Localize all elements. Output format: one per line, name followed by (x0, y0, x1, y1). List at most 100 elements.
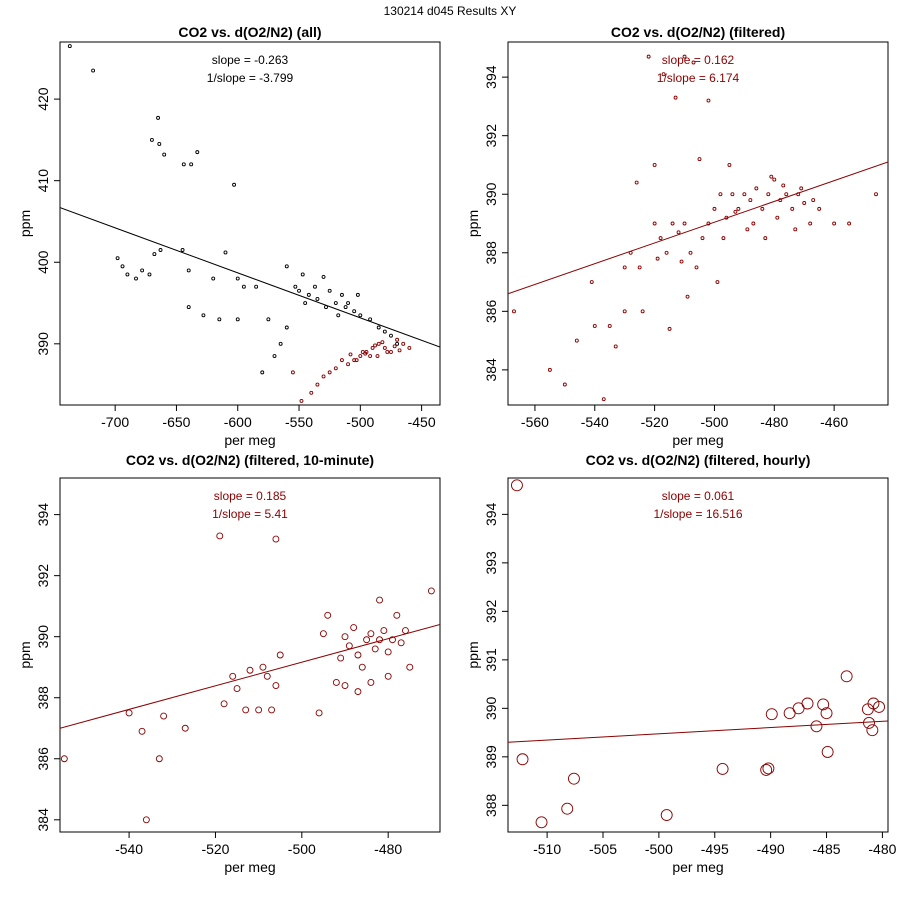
data-point (370, 345, 375, 350)
data-point (354, 688, 362, 696)
x-tick-label: -510 (533, 841, 561, 857)
y-tick-label: 420 (35, 87, 51, 111)
y-axis-label: ppm (465, 210, 481, 237)
data-point (254, 284, 259, 289)
data-point (380, 627, 388, 635)
chart-panel-4: CO2 vs. d(O2/N2) (filtered, hourly) -510 -… (465, 452, 897, 875)
data-point (358, 354, 363, 359)
data-point (300, 272, 305, 277)
data-point (817, 206, 822, 211)
data-point (152, 252, 157, 257)
data-point (406, 663, 414, 671)
x-axis-label: per meg (672, 859, 723, 875)
x-tick-label: -560 (521, 414, 549, 430)
data-point (510, 479, 523, 492)
regression-line (508, 161, 888, 295)
data-point (727, 163, 732, 167)
slope-annotation: slope = 0.061 (662, 489, 735, 503)
x-tick-label: -500 (645, 841, 673, 857)
data-point (688, 250, 693, 255)
data-point (622, 309, 627, 314)
data-point (769, 174, 774, 179)
data-point (427, 587, 435, 595)
slope-annotation: 1/slope = 5.41 (212, 507, 288, 521)
data-point (367, 630, 375, 638)
y-tick-label: 390 (35, 625, 51, 649)
data-point (229, 672, 237, 680)
data-point (682, 221, 687, 226)
data-point (801, 697, 814, 710)
data-point (700, 236, 705, 241)
data-point (384, 672, 392, 680)
data-point (186, 268, 191, 273)
data-point (336, 313, 341, 318)
x-tick-label: -540 (581, 414, 609, 430)
data-point (306, 292, 311, 297)
data-point (158, 248, 163, 252)
data-layer (508, 479, 888, 829)
data-point (195, 150, 200, 155)
y-tick-label: 392 (483, 124, 499, 148)
slope-annotation: slope = 0.162 (662, 53, 735, 67)
y-tick-label: 384 (483, 358, 499, 382)
data-point (115, 256, 120, 261)
data-point (217, 317, 222, 322)
data-point (354, 358, 359, 363)
data-point (319, 630, 327, 638)
data-point (679, 259, 684, 264)
data-point (397, 348, 402, 353)
data-point (685, 294, 690, 299)
data-point (346, 362, 351, 367)
data-point (389, 333, 393, 338)
data-point (376, 325, 381, 330)
data-point (181, 724, 189, 732)
x-tick-label: -485 (813, 841, 841, 857)
data-point (297, 288, 301, 293)
data-point (321, 274, 326, 279)
data-point (155, 755, 163, 763)
y-tick-label: 389 (483, 745, 499, 769)
data-point (730, 192, 735, 197)
data-point (760, 206, 765, 211)
data-point (363, 636, 371, 644)
x-tick-label: -480 (868, 841, 896, 857)
data-point (395, 341, 400, 346)
data-point (350, 624, 358, 631)
data-point (272, 682, 280, 689)
data-point (352, 309, 357, 314)
x-tick-label: -480 (374, 841, 402, 857)
data-point (147, 272, 152, 277)
x-tick-label: -550 (285, 414, 313, 430)
data-point (299, 398, 304, 403)
x-tick-label: -700 (101, 414, 129, 430)
y-tick-label: 388 (483, 241, 499, 265)
data-point (397, 639, 405, 647)
data-point (337, 654, 345, 662)
data-point (676, 230, 681, 235)
data-point (589, 280, 594, 284)
data-point (751, 221, 756, 226)
page-title: 130214 d045 Results XY (383, 4, 517, 18)
data-point (547, 367, 552, 372)
data-point (721, 236, 726, 241)
data-point (358, 663, 366, 671)
chart-title: CO2 vs. d(O2/N2) (all) (178, 24, 321, 40)
data-point (272, 354, 277, 359)
data-point (736, 206, 741, 211)
data-point (276, 651, 284, 659)
y-tick-label: 400 (35, 250, 51, 274)
y-tick-label: 386 (483, 299, 499, 323)
data-point (235, 317, 240, 322)
data-point (775, 215, 780, 220)
data-point (664, 250, 669, 255)
data-point (389, 350, 393, 354)
data-point (376, 636, 383, 644)
data-point (808, 221, 813, 226)
data-point (535, 816, 548, 829)
data-point (324, 305, 328, 310)
data-point (142, 816, 150, 824)
y-tick-label: 394 (35, 503, 51, 527)
data-point (516, 753, 529, 766)
data-point (315, 382, 320, 387)
